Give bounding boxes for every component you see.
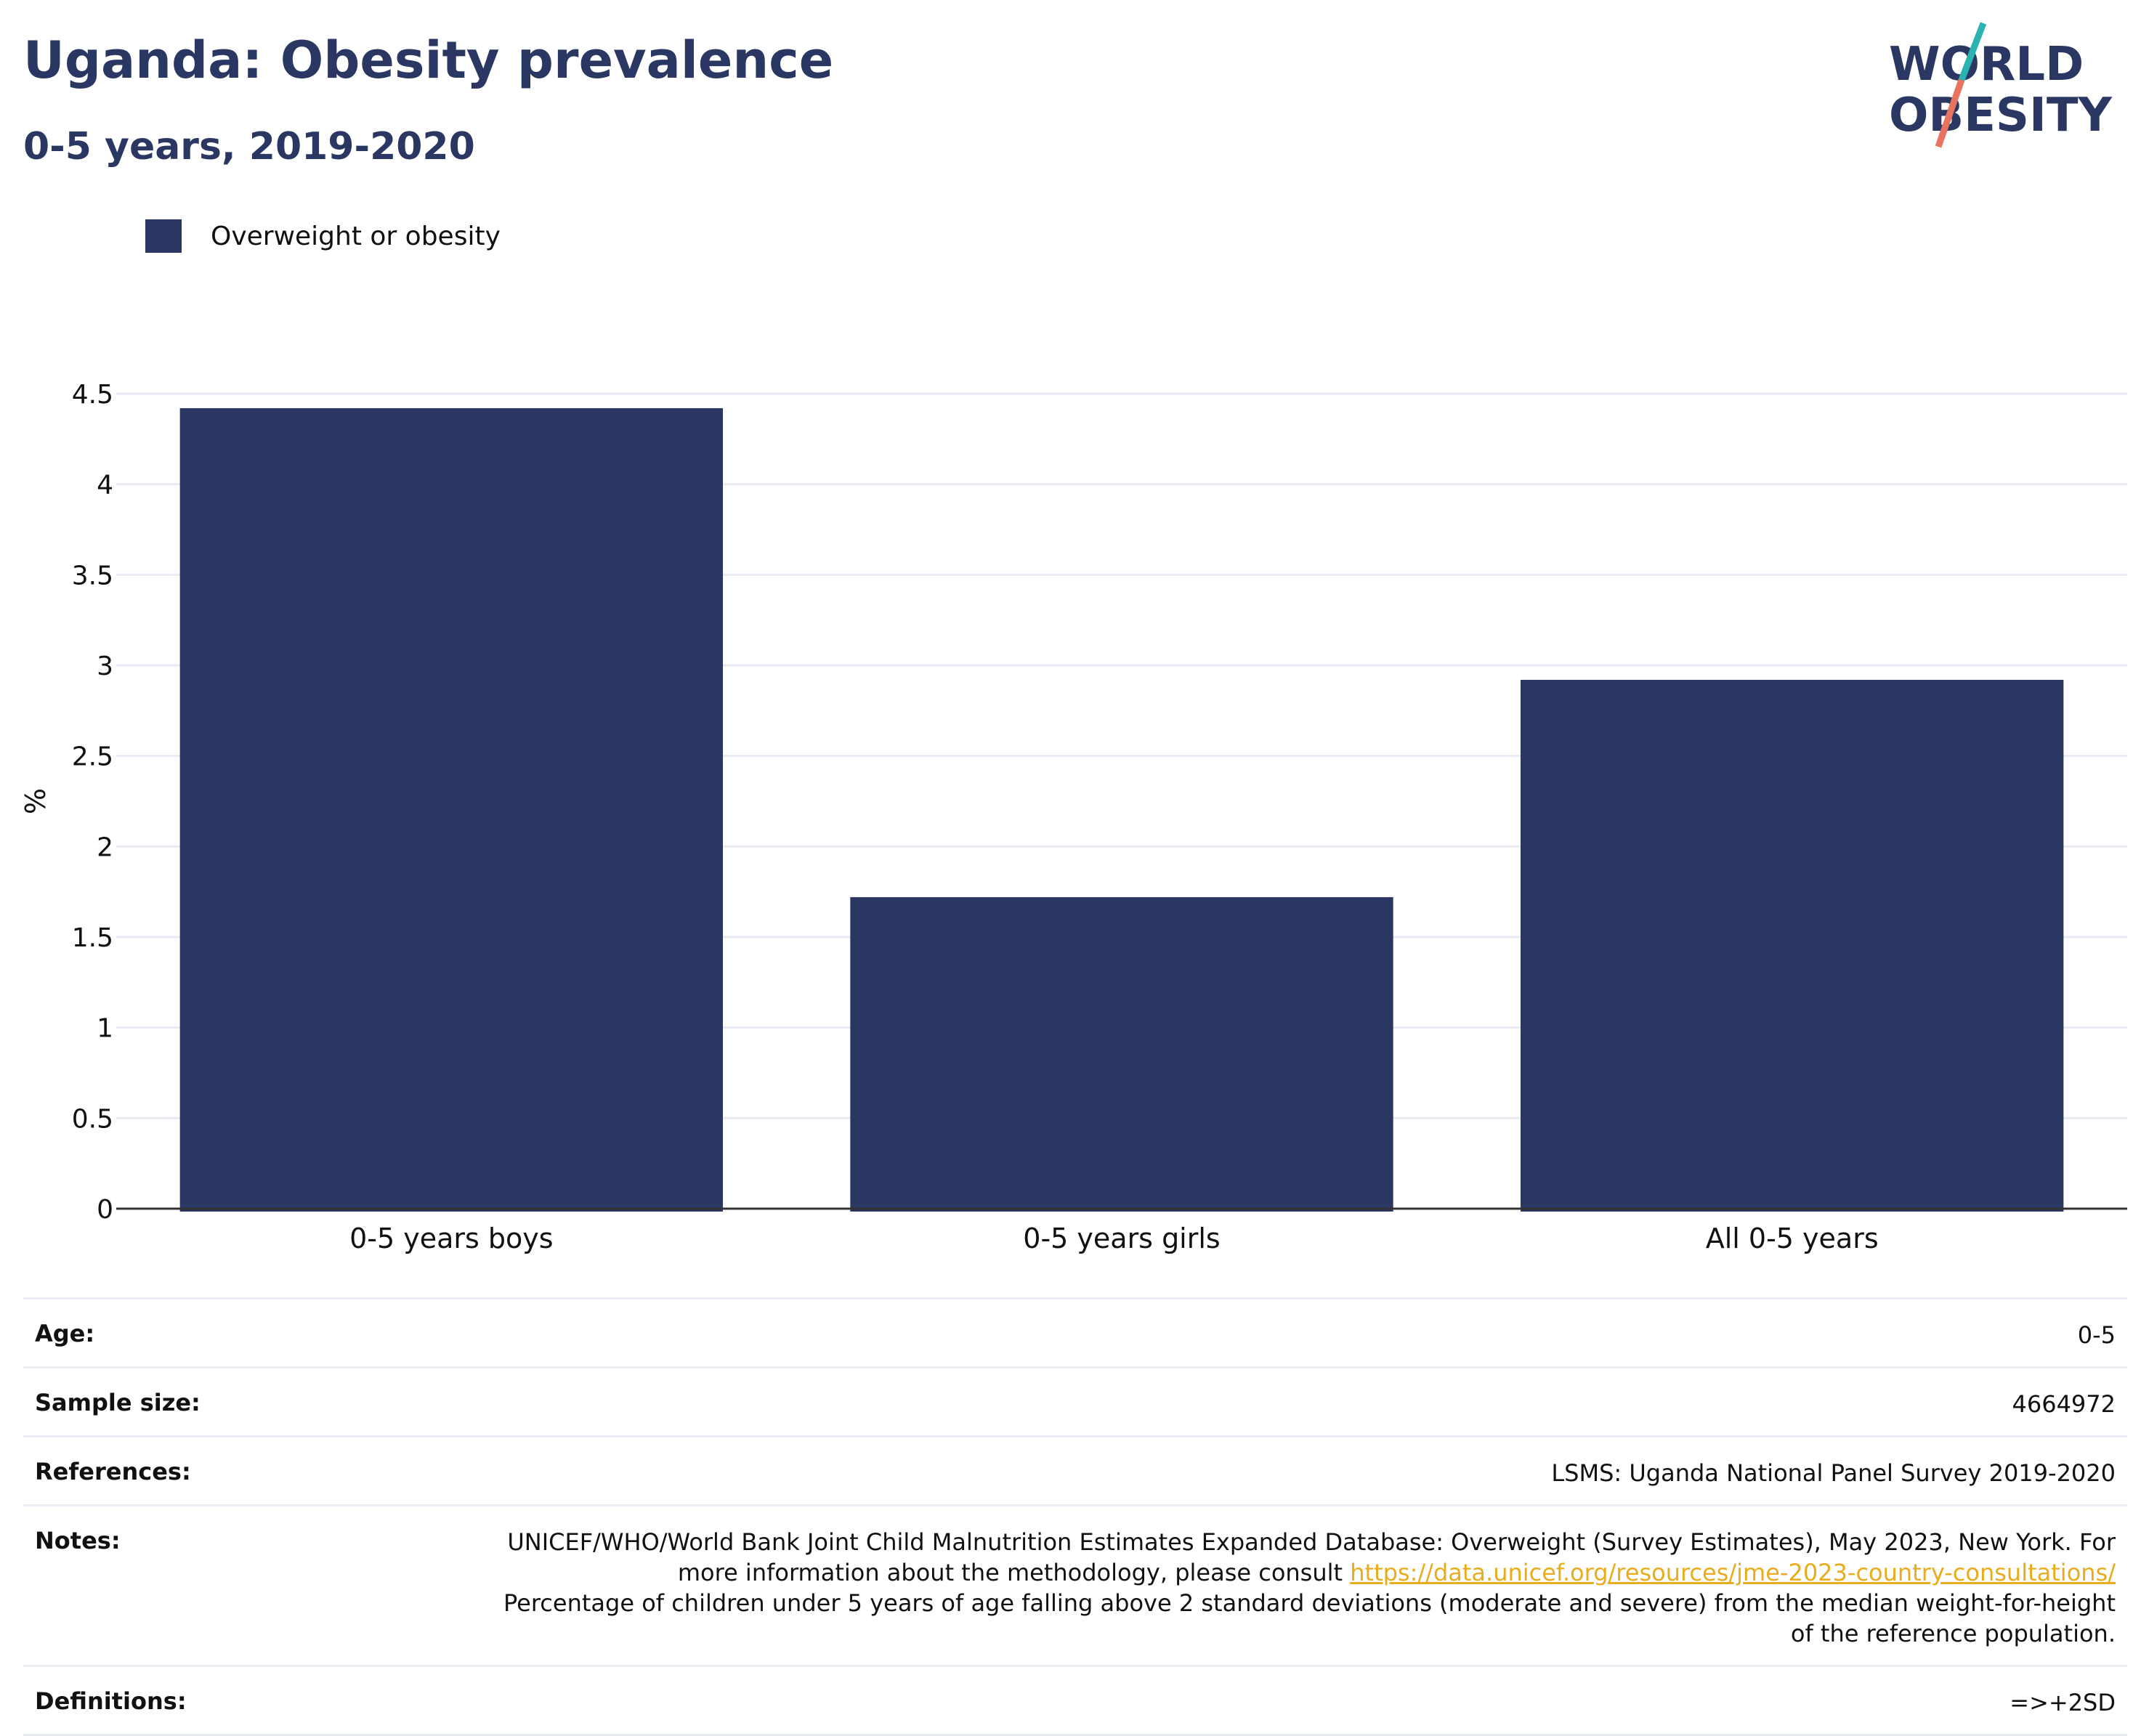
notes-text: UNICEF/WHO/World Bank Joint Child Malnut… bbox=[507, 1528, 2116, 1586]
y-tick-label: 0.5 bbox=[72, 1104, 113, 1134]
bar bbox=[1520, 679, 2064, 1212]
definitions-label: Definitions: bbox=[35, 1687, 187, 1715]
y-tick-label: 3.5 bbox=[72, 561, 113, 591]
logo-slash-teal bbox=[1958, 22, 1987, 81]
legend-swatch bbox=[145, 219, 182, 253]
chart-legend: Overweight or obesity bbox=[145, 218, 501, 254]
y-tick-label: 1 bbox=[97, 1014, 113, 1044]
chart-title: Uganda: Obesity prevalence bbox=[23, 31, 834, 90]
metadata-table: Age: 0-5 Sample size: 4664972 References… bbox=[23, 1297, 2127, 1736]
y-tick-label: 4 bbox=[97, 471, 113, 500]
sample-size-label: Sample size: bbox=[35, 1389, 201, 1416]
logo-line1: WORLD bbox=[1889, 38, 2084, 92]
y-tick-label: 2 bbox=[97, 832, 113, 862]
y-tick-label: 2.5 bbox=[72, 742, 113, 772]
y-tick-label: 4.5 bbox=[72, 380, 113, 410]
y-tick-label: 1.5 bbox=[72, 923, 113, 953]
world-obesity-logo: WORLD OBESITY bbox=[1889, 22, 2112, 148]
x-tick-label: 0-5 years girls bbox=[1023, 1222, 1220, 1254]
references-value: LSMS: Uganda National Panel Survey 2019-… bbox=[1551, 1459, 2116, 1487]
bar-chart: 00.511.522.533.544.5 0-5 years boys 0-5 y… bbox=[20, 380, 2127, 1254]
chart-subtitle: 0-5 years, 2019-2020 bbox=[23, 125, 475, 169]
age-value: 0-5 bbox=[2077, 1321, 2116, 1349]
notes-definition-text: Percentage of children under 5 years of … bbox=[503, 1589, 2116, 1647]
age-label: Age: bbox=[35, 1320, 95, 1347]
meta-row-sample-size: Sample size: 4664972 bbox=[23, 1366, 2127, 1435]
y-tick-label: 3 bbox=[97, 652, 113, 681]
notes-value: UNICEF/WHO/World Bank Joint Child Malnut… bbox=[481, 1527, 2116, 1649]
y-axis-label: % bbox=[20, 788, 52, 814]
y-tick-labels: 0 0.5 1 1.5 2 2.5 3 3.5 4 4.5 bbox=[72, 380, 113, 1225]
notes-label: Notes: bbox=[35, 1527, 121, 1554]
x-tick-label: 0-5 years boys bbox=[349, 1222, 553, 1254]
x-tick-label: All 0-5 years bbox=[1706, 1222, 1879, 1254]
y-tick-label: 0 bbox=[97, 1195, 113, 1225]
bars bbox=[179, 407, 2064, 1212]
x-tick-labels: 0-5 years boys 0-5 years girls All 0-5 yea… bbox=[349, 1222, 1879, 1254]
methodology-link[interactable]: https://data.unicef.org/resources/jme-20… bbox=[1350, 1559, 2116, 1586]
legend-label: Overweight or obesity bbox=[211, 221, 501, 251]
bar bbox=[850, 897, 1393, 1212]
meta-row-definitions: Definitions: =>+2SD bbox=[23, 1665, 2127, 1736]
references-label: References: bbox=[35, 1458, 191, 1485]
definitions-value: =>+2SD bbox=[2010, 1689, 2116, 1716]
sample-size-value: 4664972 bbox=[2012, 1390, 2116, 1418]
bar bbox=[179, 407, 724, 1212]
meta-row-notes: Notes: UNICEF/WHO/World Bank Joint Child… bbox=[23, 1504, 2127, 1665]
logo-line2: OBESITY bbox=[1889, 89, 2112, 142]
meta-row-references: References: LSMS: Uganda National Panel … bbox=[23, 1435, 2127, 1504]
meta-row-age: Age: 0-5 bbox=[23, 1297, 2127, 1366]
logo-slash-coral bbox=[1935, 78, 1965, 148]
